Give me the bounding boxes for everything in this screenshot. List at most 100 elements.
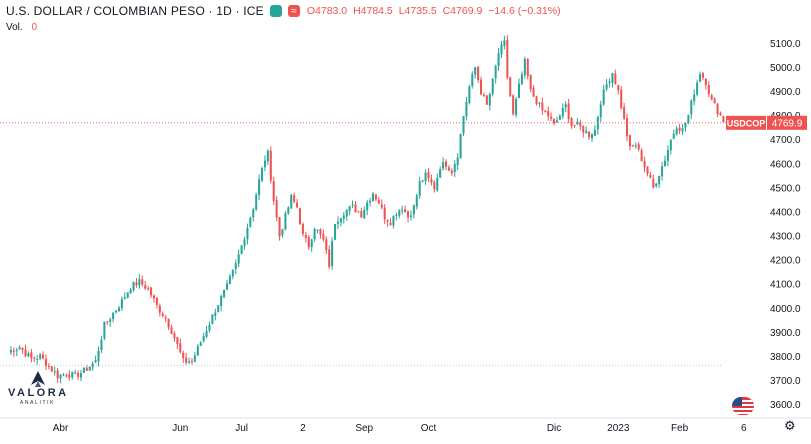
candle-body[interactable] [138,279,141,286]
candle-body[interactable] [623,106,626,119]
candle-body[interactable] [287,207,290,214]
candle-body[interactable] [120,299,123,309]
candle-body[interactable] [684,123,687,128]
candle-body[interactable] [354,204,357,213]
candle-body[interactable] [307,236,310,248]
candle-body[interactable] [631,145,634,147]
candle-body[interactable] [144,285,147,289]
candle-body[interactable] [465,101,468,117]
candle-body[interactable] [398,210,401,216]
candle-body[interactable] [634,145,637,147]
candle-body[interactable] [415,195,418,207]
candle-body[interactable] [275,200,278,218]
candle-body[interactable] [348,206,351,211]
candle-body[interactable] [255,194,258,210]
candle-body[interactable] [526,58,529,77]
candle-body[interactable] [129,289,132,294]
candle-body[interactable] [132,281,135,291]
candle-body[interactable] [53,371,56,373]
symbol-title[interactable]: U.S. DOLLAR / COLOMBIAN PESO · 1D · ICE [6,4,264,18]
candle-body[interactable] [567,103,570,119]
candle-body[interactable] [170,327,173,335]
candle-body[interactable] [85,367,88,371]
candle-body[interactable] [427,172,430,179]
candle-body[interactable] [707,84,710,95]
candle-body[interactable] [693,94,696,102]
candle-body[interactable] [602,89,605,105]
candle-body[interactable] [71,371,74,378]
candle-body[interactable] [480,79,483,95]
candle-body[interactable] [596,116,599,130]
candle-body[interactable] [436,178,439,191]
candle-body[interactable] [47,365,50,367]
candle-body[interactable] [290,194,293,209]
us-flag-icon[interactable] [732,397,754,415]
candle-body[interactable] [190,361,193,363]
candle-body[interactable] [223,289,226,298]
candle-body[interactable] [468,86,471,103]
candle-body[interactable] [100,339,103,351]
candle-body[interactable] [220,295,223,306]
candle-body[interactable] [404,209,407,213]
candle-body[interactable] [319,229,322,235]
candle-body[interactable] [424,172,427,182]
candle-body[interactable] [33,357,36,359]
candle-body[interactable] [196,346,199,356]
candle-body[interactable] [675,128,678,135]
candle-body[interactable] [322,234,325,240]
candle-body[interactable] [39,354,42,359]
candle-body[interactable] [278,217,281,237]
candle-body[interactable] [363,209,366,219]
candle-body[interactable] [77,373,80,377]
candle-body[interactable] [225,283,229,290]
candle-body[interactable] [699,74,702,82]
candle-body[interactable] [395,214,398,216]
candle-body[interactable] [506,39,509,78]
candle-body[interactable] [24,349,27,356]
candle-body[interactable] [532,88,535,97]
candle-body[interactable] [494,66,497,79]
candle-body[interactable] [234,263,237,270]
candle-body[interactable] [173,333,176,338]
candle-body[interactable] [109,319,112,322]
settings-gear-icon[interactable]: ⚙ [784,418,796,433]
candle-body[interactable] [231,269,234,277]
candle-body[interactable] [334,223,337,240]
candle-body[interactable] [386,220,389,222]
candle-body[interactable] [18,347,21,350]
candle-body[interactable] [284,213,287,230]
candle-body[interactable] [599,104,602,118]
candle-body[interactable] [558,115,561,120]
candle-body[interactable] [50,366,53,372]
candle-body[interactable] [637,144,640,150]
candle-body[interactable] [240,245,243,254]
candle-body[interactable] [588,131,591,138]
candle-body[interactable] [328,249,331,267]
candle-body[interactable] [371,193,375,202]
candle-body[interactable] [155,297,158,305]
candle-body[interactable] [541,102,544,111]
candle-body[interactable] [44,358,47,367]
candle-body[interactable] [360,211,363,218]
candle-body[interactable] [21,348,24,350]
candle-body[interactable] [97,350,100,362]
candle-body[interactable] [188,361,191,363]
candle-body[interactable] [444,161,448,167]
candle-body[interactable] [342,215,345,219]
candle-body[interactable] [91,363,94,368]
candle-body[interactable] [564,104,567,108]
candle-body[interactable] [152,295,156,299]
candle-body[interactable] [407,211,410,218]
candle-body[interactable] [713,98,716,104]
candle-body[interactable] [626,117,629,137]
candle-body[interactable] [722,116,725,122]
candle-body[interactable] [12,350,15,353]
candle-body[interactable] [202,336,205,342]
candle-body[interactable] [696,82,699,95]
candle-body[interactable] [336,221,339,224]
candle-body[interactable] [456,157,459,166]
candle-body[interactable] [316,229,319,231]
candle-body[interactable] [351,204,354,206]
candle-body[interactable] [503,40,506,46]
